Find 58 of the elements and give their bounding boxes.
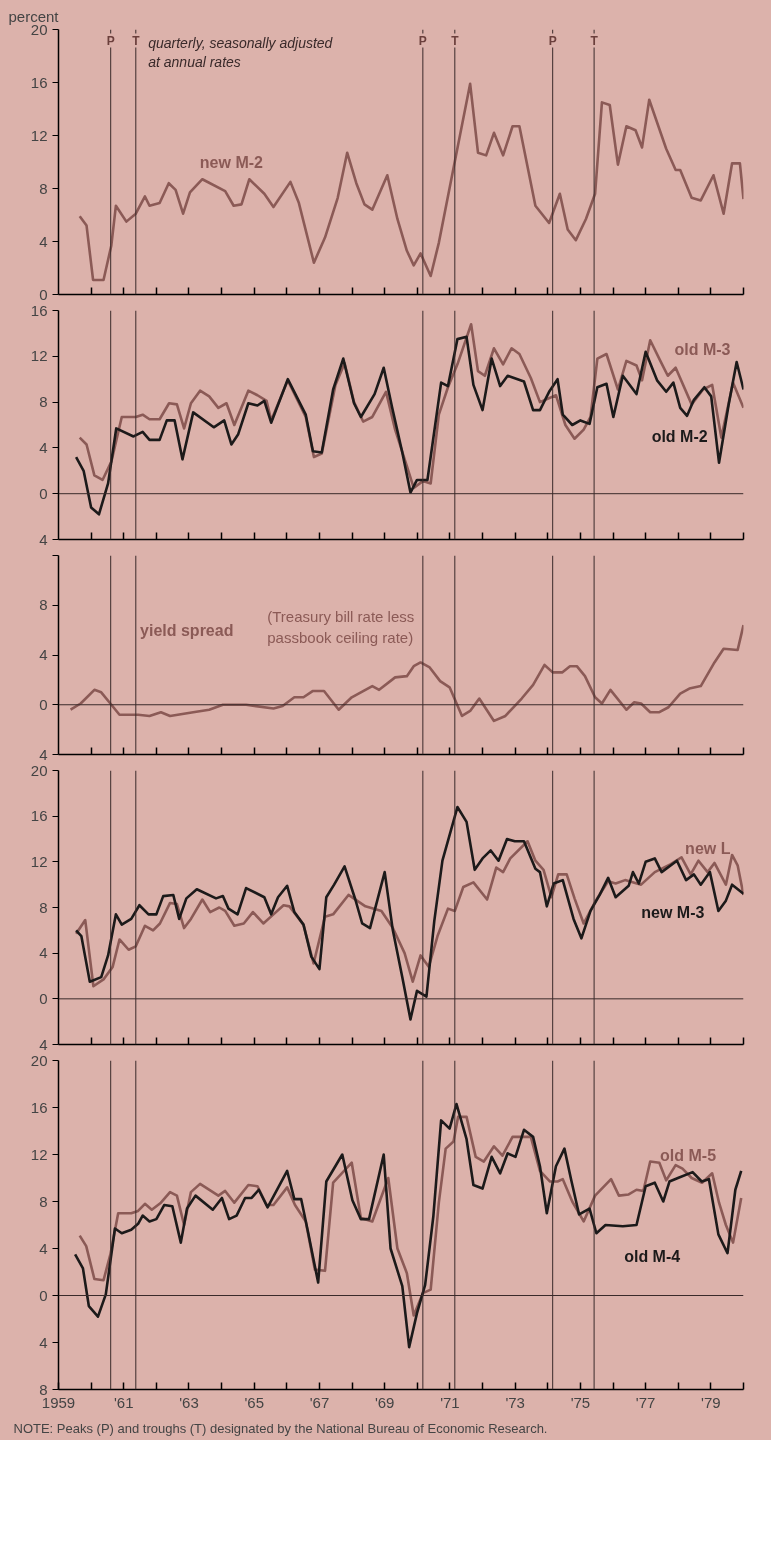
- y-tick-label: 12: [30, 126, 48, 144]
- y-tick-label: 4: [39, 438, 48, 456]
- y-tick-label: 4: [39, 745, 48, 763]
- x-tick-label: '63: [179, 1393, 199, 1411]
- x-tick-label: '75: [570, 1393, 591, 1411]
- series-label: old M-3: [674, 340, 731, 358]
- x-tick-label: '73: [505, 1393, 525, 1411]
- ref-line-label: T: [132, 33, 141, 48]
- x-tick-label: '77: [635, 1393, 656, 1411]
- annotation: quarterly, seasonally adjusted at annual rates: [148, 34, 334, 70]
- y-axis-title: percent: [8, 7, 60, 25]
- y-tick-label: 0: [39, 695, 48, 713]
- y-tick-label: 0: [39, 285, 48, 303]
- x-tick-label: '71: [440, 1393, 460, 1411]
- ref-line-label: P: [106, 33, 115, 48]
- y-tick-label: 8: [39, 898, 48, 916]
- y-tick-label: 8: [39, 1192, 48, 1210]
- y-tick-label: 16: [30, 1098, 48, 1116]
- y-tick-label: 12: [30, 1145, 48, 1163]
- x-tick-label: '69: [374, 1393, 395, 1411]
- y-tick-label: 20: [30, 1051, 48, 1069]
- x-tick-label: '67: [309, 1393, 330, 1411]
- y-tick-label: 4: [39, 530, 48, 548]
- annotation: (Treasury bill rate less passbook ceiling rate): [267, 608, 415, 646]
- y-tick-label: 12: [30, 347, 48, 365]
- ref-line-label: P: [418, 33, 427, 48]
- y-tick-label: 16: [30, 807, 48, 825]
- ref-line-label: T: [590, 33, 599, 48]
- series-label: old M-2: [651, 427, 708, 445]
- y-tick-label: 8: [39, 1380, 48, 1398]
- text: yield spread: [140, 621, 234, 639]
- series-label: new L: [685, 839, 731, 857]
- x-tick-label: '79: [701, 1393, 721, 1411]
- series-label: new M-2: [199, 153, 264, 171]
- y-tick-label: 8: [39, 179, 48, 197]
- y-tick-label: 4: [39, 1035, 48, 1053]
- ref-line-label: T: [451, 33, 460, 48]
- y-tick-label: 0: [39, 989, 48, 1007]
- y-tick-label: 8: [39, 596, 48, 614]
- y-tick-label: 16: [30, 73, 48, 91]
- y-tick-label: 12: [30, 852, 48, 870]
- y-tick-label: 0: [39, 484, 48, 502]
- x-tick-label: '61: [113, 1393, 134, 1411]
- y-tick-label: 16: [30, 301, 48, 319]
- text: NOTE: Peaks (P) and troughs (T) designated by the National Bureau of Economic Research.: [13, 1420, 548, 1436]
- y-tick-label: 20: [30, 761, 48, 779]
- series-label: old M-5: [660, 1147, 717, 1165]
- y-tick-label: 4: [39, 1333, 48, 1351]
- x-tick-label: '65: [244, 1393, 264, 1411]
- ref-line-label: P: [548, 33, 557, 48]
- series-label: new M-3: [641, 903, 705, 921]
- y-tick-label: 4: [39, 944, 48, 962]
- y-tick-label: 8: [39, 393, 48, 411]
- y-tick-label: 0: [39, 1286, 48, 1304]
- y-tick-label: 4: [39, 1239, 48, 1257]
- y-tick-label: 4: [39, 232, 48, 250]
- y-tick-label: 4: [39, 646, 48, 663]
- series-label: old M-4: [624, 1248, 681, 1266]
